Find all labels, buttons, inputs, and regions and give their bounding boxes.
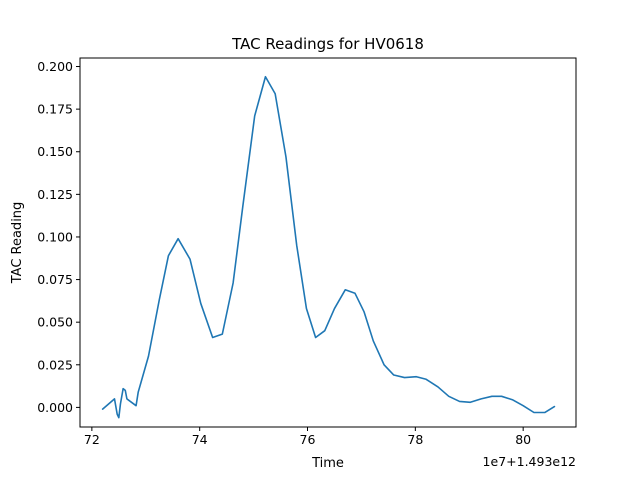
x-tick-label: 74 <box>192 432 208 447</box>
y-axis: 0.000 0.025 0.050 0.075 0.100 0.125 0.150 0.175… <box>37 59 80 415</box>
y-tick-label: 0.175 <box>37 102 73 117</box>
chart-title: TAC Readings for HV0618 <box>231 35 424 53</box>
y-axis-label: TAC Reading <box>10 202 25 285</box>
y-tick-label: 0.000 <box>37 400 73 415</box>
series-layer <box>101 75 556 419</box>
x-tick-label: 72 <box>84 432 100 447</box>
y-tick-label: 0.025 <box>37 357 73 372</box>
x-axis-label: Time <box>311 456 344 471</box>
x-tick-label: 78 <box>407 432 423 447</box>
series-line <box>101 75 556 419</box>
y-tick-label: 0.050 <box>37 315 73 330</box>
y-tick-label: 0.150 <box>37 144 73 159</box>
x-axis: 72 74 76 78 80 <box>84 427 531 447</box>
y-tick-label: 0.100 <box>37 229 73 244</box>
x-axis-offset-label: 1e7+1.493e12 <box>483 454 576 469</box>
plot-area <box>79 57 577 428</box>
y-tick-label: 0.075 <box>37 272 73 287</box>
y-tick-label: 0.125 <box>37 187 73 202</box>
x-tick-label: 80 <box>515 432 531 447</box>
y-tick-label: 0.200 <box>37 59 73 74</box>
x-tick-label: 76 <box>300 432 316 447</box>
